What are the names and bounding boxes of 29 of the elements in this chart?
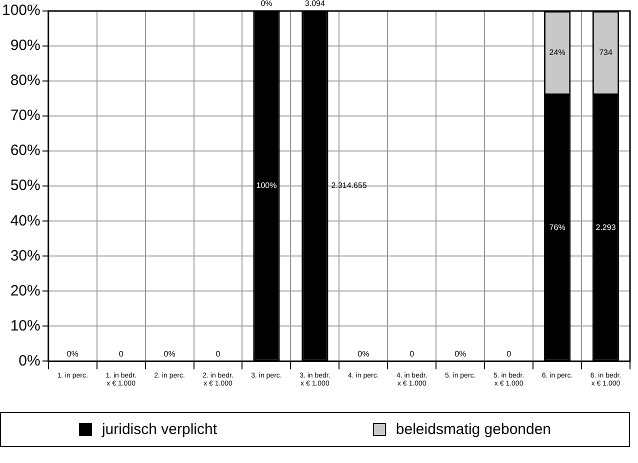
y-tick-label: 0%: [18, 352, 40, 370]
annotation: 2.293: [596, 223, 616, 232]
y-tick-label: 30%: [10, 247, 40, 264]
data-label: 100%: [256, 181, 277, 190]
annotation: 734: [599, 48, 613, 58]
y-tick-label: 20%: [10, 282, 40, 300]
y-tick-label: 80%: [10, 72, 40, 90]
y-tick-label: 100%: [2, 2, 40, 20]
y-tick-label: 50%: [10, 177, 40, 194]
data-label: 0%: [66, 349, 78, 358]
data-label: 0: [410, 349, 415, 358]
data-label: 0: [118, 349, 124, 358]
legend-label: juridisch verplicht: [102, 421, 217, 438]
data-label: 0%: [164, 349, 176, 358]
data-label: 24%: [549, 48, 566, 58]
legend-label: beleidsmatig gebonden: [396, 421, 552, 438]
data-label: 0%: [260, 0, 272, 8]
annotation: 2.314.655: [331, 181, 368, 190]
y-tick-label: 90%: [10, 37, 40, 54]
y-tick-label: 40%: [10, 212, 40, 230]
y-tick-label: 60%: [10, 142, 40, 160]
data-label: 0: [506, 349, 512, 358]
text: 3.094: [304, 0, 326, 8]
y-tick-label: 70%: [10, 107, 40, 124]
y-tick-label: 10%: [10, 317, 40, 334]
data-label: 76%: [549, 223, 566, 232]
data-label: 0: [216, 349, 221, 358]
data-label: 0%: [454, 349, 466, 358]
data-label: 0%: [358, 349, 370, 358]
